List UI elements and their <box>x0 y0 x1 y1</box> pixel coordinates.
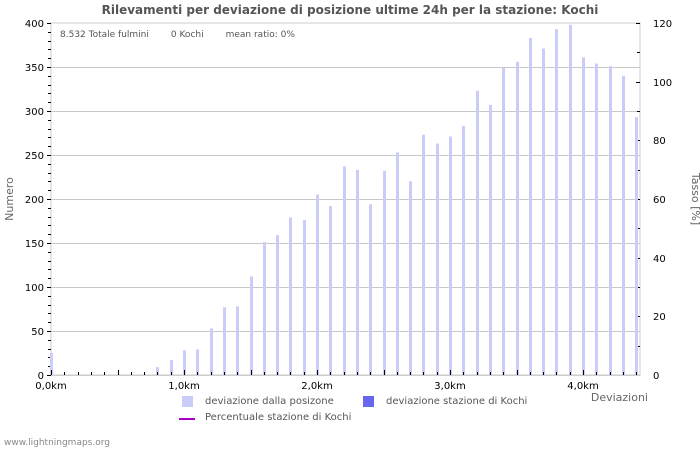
bar-deviation <box>303 220 306 375</box>
legend-swatch-percentage <box>179 418 195 420</box>
bar-deviation <box>476 90 479 375</box>
footer-credit: www.lightningmaps.org <box>4 438 110 448</box>
legend-swatch-station-deviation <box>363 396 374 407</box>
total-strikes: 8.532 Totale fulmini <box>60 30 149 40</box>
y-tick-label: 250 <box>25 151 44 162</box>
legend-label-percentage: Percentuale stazione di Kochi <box>205 412 352 423</box>
y2-tick-label: 80 <box>653 136 666 147</box>
bar-deviation <box>529 37 532 376</box>
bar-deviation <box>210 328 213 375</box>
y-tick-label: 350 <box>25 63 44 74</box>
bar-deviation <box>369 204 372 375</box>
bar-deviation <box>170 360 173 375</box>
mean-ratio: mean ratio: 0% <box>225 30 295 40</box>
y2-tick-label: 40 <box>653 254 666 265</box>
bar-deviation <box>569 24 572 375</box>
bar-deviation <box>276 235 279 375</box>
bar-deviation <box>396 152 399 375</box>
y-tick-label: 0 <box>38 371 44 382</box>
legend-swatch-deviation <box>182 396 193 407</box>
bar-deviation <box>622 75 625 376</box>
bar-deviation <box>50 353 53 375</box>
bar-deviation <box>609 66 612 376</box>
bar-deviation <box>316 194 319 375</box>
summary-info: 8.532 Totale fulmini 0 Kochi mean ratio: 0… <box>60 30 317 40</box>
y-tick-label: 300 <box>25 107 44 118</box>
y2-tick-label: 120 <box>653 19 672 30</box>
bar-deviation <box>422 134 425 375</box>
x-axis-label: Deviazioni <box>591 391 648 404</box>
bar-deviation <box>542 48 545 376</box>
bar-deviation <box>555 29 558 375</box>
bar-deviation <box>436 143 439 375</box>
y-tick-label: 400 <box>25 19 44 30</box>
bar-deviation <box>516 61 519 375</box>
bar-deviation <box>263 242 266 375</box>
bar-deviation <box>250 276 253 375</box>
y-tick-label: 100 <box>25 283 44 294</box>
y2-tick-label: 100 <box>653 78 672 89</box>
y2-tick-label: 60 <box>653 195 666 206</box>
y-tick-label: 150 <box>25 239 44 250</box>
y-tick-label: 50 <box>31 327 44 338</box>
bar-deviation <box>635 117 638 375</box>
bar-deviation <box>343 166 346 375</box>
bar-deviation <box>489 104 492 375</box>
y2-tick-label: 0 <box>653 371 659 382</box>
legend-label-deviation: deviazione dalla posizone <box>205 396 334 407</box>
bar-deviation <box>383 170 386 375</box>
x-tick-label: 2,0km <box>301 381 332 392</box>
y2-axis-label: Tasso [%] <box>689 172 700 225</box>
y-axis-label: Numero <box>3 177 16 221</box>
bar-deviation <box>502 67 505 375</box>
bar-deviation <box>329 206 332 375</box>
bar-deviation <box>595 63 598 375</box>
y2-tick-label: 20 <box>653 312 666 323</box>
legend-label-station-deviation: deviazione stazione di Kochi <box>386 396 528 407</box>
bar-deviation <box>289 217 292 375</box>
x-tick-label: 3,0km <box>434 381 465 392</box>
bar-deviation <box>449 136 452 375</box>
station-count: 0 Kochi <box>170 30 204 40</box>
x-tick-label: 0,0km <box>35 381 66 392</box>
bar-deviation <box>223 307 226 375</box>
bar-deviation <box>236 306 239 375</box>
y-tick-label: 200 <box>25 195 44 206</box>
bar-deviation <box>196 349 199 375</box>
bar-deviation <box>156 367 159 375</box>
bar-deviation <box>409 181 412 375</box>
bar-deviation <box>183 350 186 375</box>
x-tick-label: 4,0km <box>567 381 598 392</box>
bar-deviation <box>582 57 585 375</box>
chart-title: Rilevamenti per deviazione di posizione … <box>101 3 599 17</box>
bar-deviation <box>356 169 359 375</box>
bar-deviation <box>462 125 465 376</box>
x-tick-label: 1,0km <box>168 381 199 392</box>
